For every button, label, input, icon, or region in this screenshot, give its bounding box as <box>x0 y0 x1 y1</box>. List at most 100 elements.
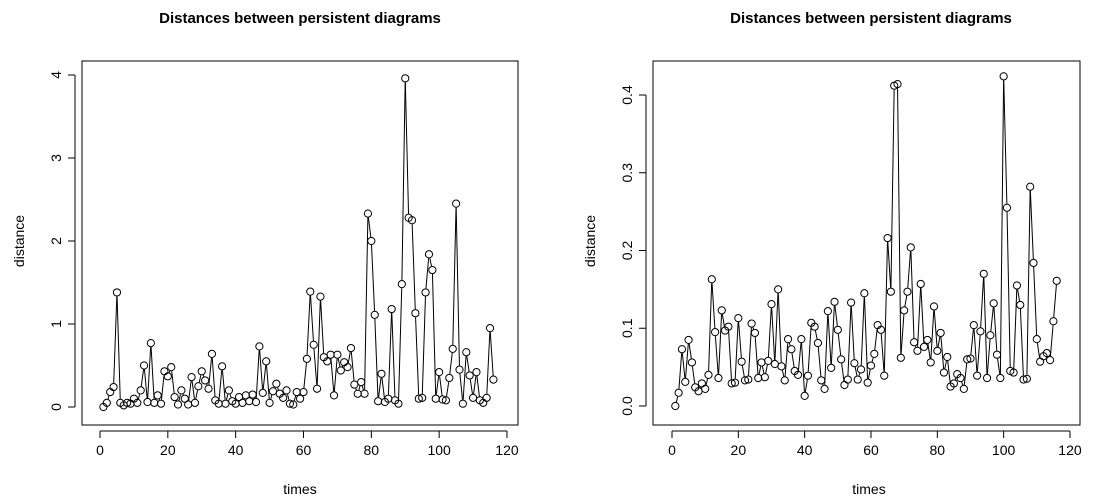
data-point <box>929 302 939 311</box>
series-segment <box>685 343 689 378</box>
series-segment <box>225 394 229 400</box>
series-segment <box>907 251 911 288</box>
series-segment <box>337 358 341 367</box>
series-segment <box>761 366 765 374</box>
data-point <box>245 397 254 406</box>
data-point <box>827 363 836 373</box>
y-axis-label: distance <box>11 215 27 267</box>
data-point <box>919 342 929 352</box>
series-segment <box>734 322 739 379</box>
data-point <box>1049 317 1058 326</box>
data-point <box>697 379 706 388</box>
series-segment <box>160 375 165 400</box>
series-segment <box>830 305 835 364</box>
series-segment <box>917 287 922 347</box>
series-segment <box>107 395 110 400</box>
series-segment <box>452 207 457 345</box>
series-segment <box>675 396 679 403</box>
y-tick-label: 1 <box>48 320 64 328</box>
series-segment <box>489 332 494 376</box>
series-segment <box>333 358 338 392</box>
data-point <box>886 287 895 296</box>
data-point <box>204 384 213 393</box>
x-tick-label: 80 <box>364 442 380 458</box>
data-point <box>956 373 965 383</box>
series-segment <box>976 335 981 372</box>
series-segment <box>350 352 355 381</box>
x-tick-label: 40 <box>797 442 813 458</box>
series-segment <box>378 377 382 398</box>
data-point <box>418 393 427 402</box>
data-point <box>1022 374 1031 383</box>
data-point <box>452 199 461 208</box>
data-point <box>883 233 892 243</box>
series-segment <box>229 394 232 398</box>
series-segment <box>113 296 118 384</box>
data-point <box>711 328 720 337</box>
data-point <box>282 386 291 395</box>
series-segment <box>446 381 450 397</box>
data-point <box>173 400 183 409</box>
series-segment <box>834 305 838 326</box>
series-segment <box>817 346 822 377</box>
data-point <box>846 298 856 307</box>
series-segment <box>277 387 279 391</box>
data-point <box>295 394 305 403</box>
series-segment <box>752 327 755 330</box>
series-segment <box>850 306 855 360</box>
series-segment <box>963 363 968 385</box>
x-tick-label: 0 <box>96 442 104 458</box>
data-point <box>996 373 1005 383</box>
series-segment <box>435 376 440 395</box>
series-segment <box>860 297 865 366</box>
data-point <box>1032 335 1041 344</box>
series-segment <box>880 333 885 372</box>
series-segment <box>270 394 273 400</box>
data-point <box>106 387 115 397</box>
data-point <box>265 398 274 407</box>
series-segment <box>473 376 477 394</box>
series-segment <box>804 379 808 393</box>
data-point <box>734 314 743 323</box>
series-segment <box>993 307 998 351</box>
data-point <box>810 322 819 331</box>
series-segment <box>1029 190 1034 259</box>
data-point <box>677 345 687 354</box>
data-point <box>357 378 366 387</box>
data-point <box>374 397 383 406</box>
data-point <box>1016 300 1025 310</box>
data-point <box>963 355 972 364</box>
data-point <box>401 74 410 83</box>
data-point <box>866 361 876 370</box>
data-point <box>177 386 186 395</box>
series-segment <box>355 388 357 391</box>
data-point <box>312 384 322 393</box>
series-segment <box>681 353 686 378</box>
data-point <box>184 400 193 409</box>
series-segment <box>262 365 267 389</box>
data-point <box>458 399 467 408</box>
series-segment <box>361 385 364 391</box>
y-tick-label: 0.2 <box>619 241 635 261</box>
data-point <box>860 289 869 298</box>
data-point <box>150 398 159 407</box>
data-point <box>285 399 295 408</box>
series-segment <box>178 394 181 401</box>
series-segment <box>777 293 782 363</box>
series-segment <box>897 88 902 354</box>
series-segment <box>781 370 785 377</box>
data-point <box>428 265 437 275</box>
data-point <box>830 297 839 306</box>
series-segment <box>466 356 470 372</box>
data-point <box>109 382 118 392</box>
series-segment <box>310 295 314 341</box>
series-segment <box>887 242 892 288</box>
x-tick-label: 120 <box>1058 442 1082 458</box>
data-point <box>800 391 809 400</box>
series-segment <box>940 336 945 369</box>
x-tick-label: 40 <box>228 442 244 458</box>
series-segment <box>211 357 216 397</box>
series-segment <box>449 352 453 375</box>
data-point <box>757 358 766 367</box>
data-point <box>112 288 122 297</box>
